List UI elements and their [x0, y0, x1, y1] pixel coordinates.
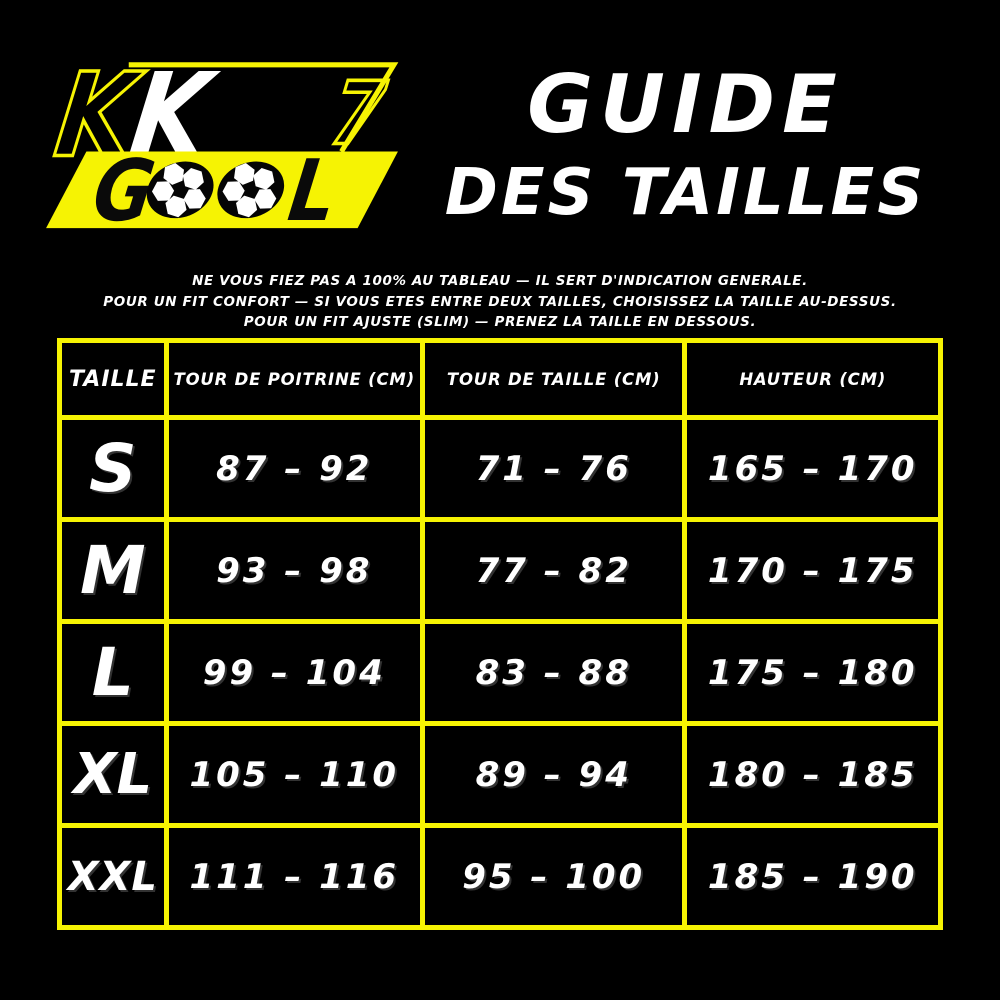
table-row-m: M 93 – 98 77 – 82 170 – 175	[57, 517, 943, 624]
chest-cell: 111 – 116	[163, 823, 425, 930]
disclaimer-line1: NE VOUS FIEZ PAS A 100% AU TABLEAU — IL …	[192, 273, 808, 289]
page-title-line2: DES TAILLES	[444, 156, 927, 230]
height-cell: 180 – 185	[682, 721, 943, 828]
col-header-poitrine: TOUR DE POITRINE (CM)	[163, 338, 425, 420]
size-table-wrap: TAILLE TOUR DE POITRINE (CM) TOUR DE TAI…	[57, 338, 943, 930]
size-table: TAILLE TOUR DE POITRINE (CM) TOUR DE TAI…	[57, 338, 943, 930]
size-cell: XXL	[57, 823, 169, 930]
waist-cell: 83 – 88	[419, 619, 688, 726]
table-row-l: L 99 – 104 83 – 88 175 – 180	[57, 619, 943, 726]
height-cell: 170 – 175	[682, 517, 943, 624]
chest-cell: 87 – 92	[163, 415, 425, 522]
brand-logo: K K 7 G L	[38, 54, 406, 242]
waist-cell: 89 – 94	[419, 721, 688, 828]
col-header-taille: TAILLE	[57, 338, 169, 420]
logo-frame-outline	[128, 62, 399, 153]
height-cell: 185 – 190	[682, 823, 943, 930]
col-header-taille-cm: TOUR DE TAILLE (CM)	[419, 338, 688, 420]
chest-cell: 99 – 104	[163, 619, 425, 726]
disclaimer-line2: POUR UN FIT CONFORT — SI VOUS ETES ENTRE…	[103, 293, 897, 310]
chest-cell: 105 – 110	[163, 721, 425, 828]
waist-cell: 71 – 76	[419, 415, 688, 522]
size-cell: XL	[57, 721, 169, 828]
page-title: GUIDE DES TAILLES	[398, 58, 973, 230]
table-row-s: S 87 – 92 71 – 76 165 – 170	[57, 415, 943, 522]
disclaimer-line3: POUR UN FIT AJUSTE (SLIM) — PRENEZ LA TA…	[243, 314, 757, 330]
size-cell: L	[57, 619, 169, 726]
waist-cell: 95 – 100	[419, 823, 688, 930]
height-cell: 165 – 170	[682, 415, 943, 522]
height-cell: 175 – 180	[682, 619, 943, 726]
table-row-xl: XL 105 – 110 89 – 94 180 – 185	[57, 721, 943, 828]
header-row: TAILLE TOUR DE POITRINE (CM) TOUR DE TAI…	[57, 338, 943, 420]
page-title-line1: GUIDE	[527, 58, 844, 151]
col-header-hauteur: HAUTEUR (CM)	[682, 338, 943, 420]
chest-cell: 93 – 98	[163, 517, 425, 624]
brand-logo-svg: K K 7 G L	[46, 54, 399, 240]
table-row-xxl: XXL 111 – 116 95 – 100 185 – 190	[57, 823, 943, 930]
waist-cell: 77 – 82	[419, 517, 688, 624]
size-cell: M	[57, 517, 169, 624]
size-cell: S	[57, 415, 169, 522]
disclaimer-text: NE VOUS FIEZ PAS A 100% AU TABLEAU — IL …	[0, 271, 1000, 333]
